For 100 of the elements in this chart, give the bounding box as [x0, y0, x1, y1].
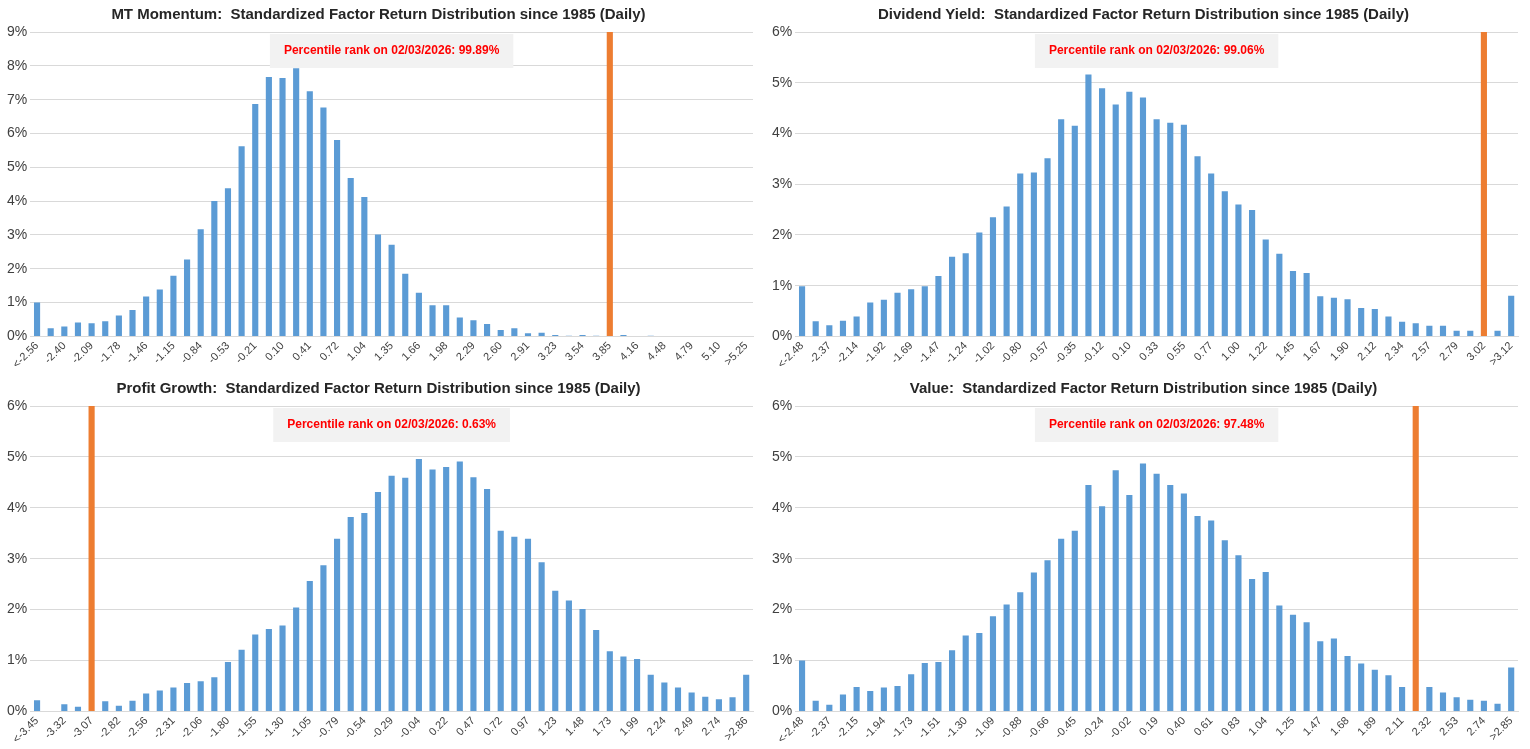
bar: [306, 581, 313, 711]
bar: [565, 600, 572, 711]
bar: [839, 694, 847, 711]
bar: [853, 686, 860, 711]
bar: [183, 682, 191, 711]
bar: [156, 289, 163, 336]
bar: [88, 406, 95, 711]
x-tick-label: 3.54: [562, 339, 587, 363]
bar: [511, 328, 518, 336]
y-tick-label: 2%: [7, 259, 28, 276]
bar: [197, 229, 204, 336]
bar: [661, 682, 668, 711]
bar: [729, 697, 736, 711]
bar: [1208, 173, 1215, 336]
bar: [47, 328, 54, 336]
bar: [962, 253, 969, 336]
bar: [470, 320, 477, 336]
bar: [511, 536, 518, 711]
bar: [415, 292, 422, 336]
x-tick-label: 0.33: [1136, 339, 1161, 363]
bar: [1030, 572, 1037, 711]
bar: [1112, 104, 1119, 336]
y-tick-label: 4%: [7, 191, 28, 208]
bar: [1399, 321, 1406, 336]
bar: [976, 633, 983, 711]
bar: [115, 315, 122, 336]
bar: [1289, 614, 1297, 711]
x-tick-label: 0.19: [1136, 714, 1161, 738]
x-tick-label: 0.83: [1218, 714, 1242, 738]
bar: [1303, 622, 1310, 711]
bar: [415, 458, 422, 711]
bar: [279, 78, 286, 336]
bar: [989, 217, 997, 336]
bar: [1030, 172, 1037, 336]
bar: [921, 663, 928, 711]
bar: [1371, 309, 1378, 336]
bar: [1194, 156, 1201, 336]
bar: [962, 635, 969, 711]
bar: [1071, 530, 1078, 711]
x-tick-label: 2.91: [507, 339, 532, 363]
bar: [1317, 641, 1324, 711]
y-tick-label: 0%: [772, 327, 793, 344]
bar: [634, 658, 641, 711]
y-tick-label: 1%: [772, 276, 793, 293]
bar: [880, 687, 887, 711]
bar: [702, 696, 709, 711]
bar: [1208, 520, 1215, 711]
bar: [1180, 124, 1187, 336]
bar: [1439, 692, 1447, 711]
bar: [374, 492, 382, 711]
bar: [224, 662, 232, 711]
bar: [497, 530, 504, 711]
bar: [1276, 605, 1283, 711]
y-tick-label: 2%: [772, 225, 793, 242]
bar: [361, 512, 368, 711]
bar: [524, 333, 532, 336]
bar: [620, 656, 627, 711]
bar: [1303, 272, 1310, 336]
bar: [1412, 406, 1419, 711]
bar: [647, 674, 654, 711]
bar: [1426, 325, 1433, 336]
chart-title: Value: Standardized Factor Return Distribution since 1985 (Daily): [909, 379, 1378, 397]
bar: [211, 201, 218, 336]
annotation: Percentile rank on 02/03/2026: 0.63%: [287, 417, 497, 432]
y-tick-label: 3%: [772, 175, 793, 192]
bar: [935, 276, 942, 336]
bar: [948, 650, 956, 711]
bar: [170, 687, 177, 711]
bar: [443, 467, 450, 711]
bar: [1167, 122, 1174, 336]
y-tick-label: 8%: [7, 56, 28, 73]
bar: [156, 690, 163, 711]
bar: [129, 700, 136, 711]
y-tick-label: 4%: [772, 498, 793, 515]
y-tick-label: 3%: [772, 549, 793, 566]
bar: [1508, 667, 1515, 711]
bar: [1167, 484, 1174, 711]
annotation: Percentile rank on 02/03/2026: 97.48%: [1048, 417, 1265, 432]
bar: [1330, 297, 1337, 336]
bar: [33, 700, 41, 711]
bar: [102, 701, 109, 711]
bar: [170, 275, 177, 336]
bar: [798, 286, 806, 336]
bar: [33, 302, 41, 336]
bar: [948, 256, 956, 336]
bar: [74, 322, 82, 336]
bar: [265, 76, 272, 336]
bar: [1071, 125, 1078, 336]
bar: [361, 197, 368, 336]
x-tick-label: 5.10: [698, 339, 723, 363]
bar: [826, 704, 833, 711]
bar: [908, 674, 915, 711]
bar: [1153, 473, 1160, 711]
x-tick-label: 4.48: [644, 339, 668, 363]
bar: [908, 289, 915, 336]
bar: [1262, 239, 1269, 336]
bar: [1099, 506, 1106, 711]
bar: [1099, 88, 1106, 336]
bar: [388, 475, 395, 711]
y-tick-label: 6%: [772, 396, 793, 413]
